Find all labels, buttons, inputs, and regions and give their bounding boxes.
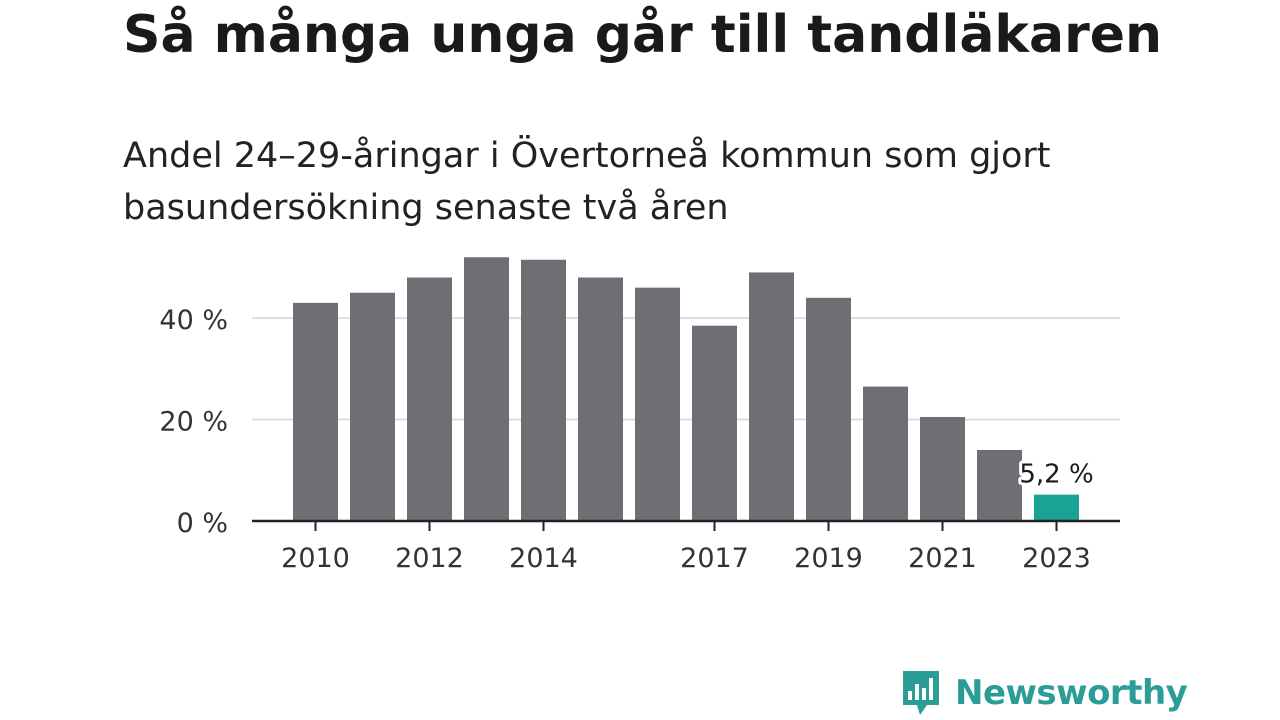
bars (293, 257, 1079, 521)
x-tick-label: 2012 (395, 543, 464, 574)
bar-2019 (806, 297, 851, 521)
bar-2011 (350, 292, 395, 521)
newsworthy-logo: Newsworthy (901, 669, 1188, 717)
bar-2010 (293, 302, 338, 521)
bar-2023 (1034, 494, 1079, 521)
labels: 0 % 20 % 40 % 2010 2012 2014 2017 2019 2021 2023 5… (159, 305, 1096, 574)
y-tick-label: 40 % (159, 305, 228, 336)
chart-title: Så många unga går till tandläkaren (123, 5, 1163, 65)
x-tick-label: 2014 (509, 543, 578, 574)
highlight-data-label: 5,2 % (1019, 460, 1093, 490)
bar-chart: 0 % 20 % 40 % 2010 2012 2014 2017 2019 2021 2023 5… (159, 257, 1120, 574)
newsworthy-logo-icon (903, 671, 939, 715)
bar-2021 (920, 417, 965, 521)
newsworthy-logo-text: Newsworthy (955, 673, 1188, 713)
x-tick-label: 2021 (908, 543, 977, 574)
y-tick-label: 0 % (177, 508, 228, 539)
bar-2017 (692, 325, 737, 521)
x-tick-label: 2019 (794, 543, 863, 574)
bar-2012 (407, 277, 452, 521)
bar-2020 (863, 386, 908, 521)
bar-2014 (521, 259, 566, 521)
bar-2022 (977, 449, 1022, 521)
bar-2015 (578, 277, 623, 521)
x-tick-label: 2017 (680, 543, 749, 574)
axes (252, 519, 1120, 531)
x-tick-label: 2023 (1022, 543, 1091, 574)
chart-subtitle: Andel 24–29-åringar i Övertorneå kommun … (123, 136, 1051, 228)
y-tick-label: 20 % (159, 407, 228, 438)
x-tick-label: 2010 (281, 543, 350, 574)
bar-2016 (635, 287, 680, 521)
bar-2018 (749, 272, 794, 521)
bar-2013 (464, 257, 509, 521)
grid-lines (252, 317, 1120, 421)
